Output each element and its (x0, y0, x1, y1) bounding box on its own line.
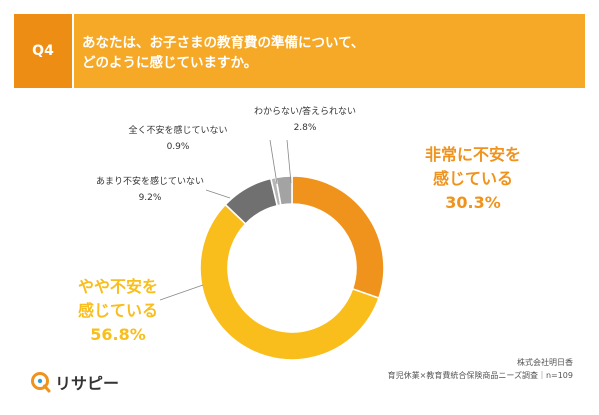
donut-slice-5 (274, 175, 293, 206)
company-name: 株式会社明日香 (517, 358, 573, 367)
slice-label-4: 全く不安を感じていない 0.9% (128, 124, 227, 152)
slice-category-4: 全く不安を感じていない (128, 124, 227, 136)
slice-value-1: 30.3% (445, 193, 501, 212)
slice-value-2: 56.8% (90, 325, 146, 344)
slice-category-1: 感じている (433, 169, 513, 188)
source-note: 株式会社明日香 育児休業×教育費統合保険商品ニーズ調査｜n=109 (388, 356, 573, 382)
risapi-mark-icon (31, 372, 51, 393)
slice-label-5: わからない/答えられない 2.8% (254, 105, 356, 133)
survey-name: 育児休業×教育費統合保険商品ニーズ調査｜n=109 (387, 371, 573, 380)
question-text: あなたは、お子さまの教育費の準備について、 どのように感じていますか。 (74, 14, 585, 88)
slice-value-3: 9.2% (139, 193, 162, 203)
logo-text: リサピー (55, 374, 120, 393)
slice-value-5: 2.8% (294, 123, 317, 133)
leader-line-5 (286, 139, 292, 184)
question-header: Q4 あなたは、お子さまの教育費の準備について、 どのように感じていますか。 (14, 14, 585, 88)
risapi-logo: リサピー (30, 370, 119, 394)
slice-category-3: あまり不安を感じていない (96, 175, 204, 187)
leader-line-3 (205, 189, 231, 199)
leader-line-2 (159, 284, 204, 301)
slice-category-1: 非常に不安を (425, 145, 521, 164)
donut-slice-1 (291, 175, 385, 300)
slice-label-3: あまり不安を感じていない 9.2% (96, 175, 204, 203)
donut-slice-2 (199, 203, 380, 361)
slice-category-2: 感じている (78, 301, 158, 320)
slice-value-4: 0.9% (167, 142, 190, 152)
slice-category-2: やや不安を (78, 277, 158, 296)
question-number: Q4 (14, 14, 72, 88)
leader-line-4 (269, 139, 278, 185)
slice-category-5: わからない/答えられない (254, 105, 356, 117)
